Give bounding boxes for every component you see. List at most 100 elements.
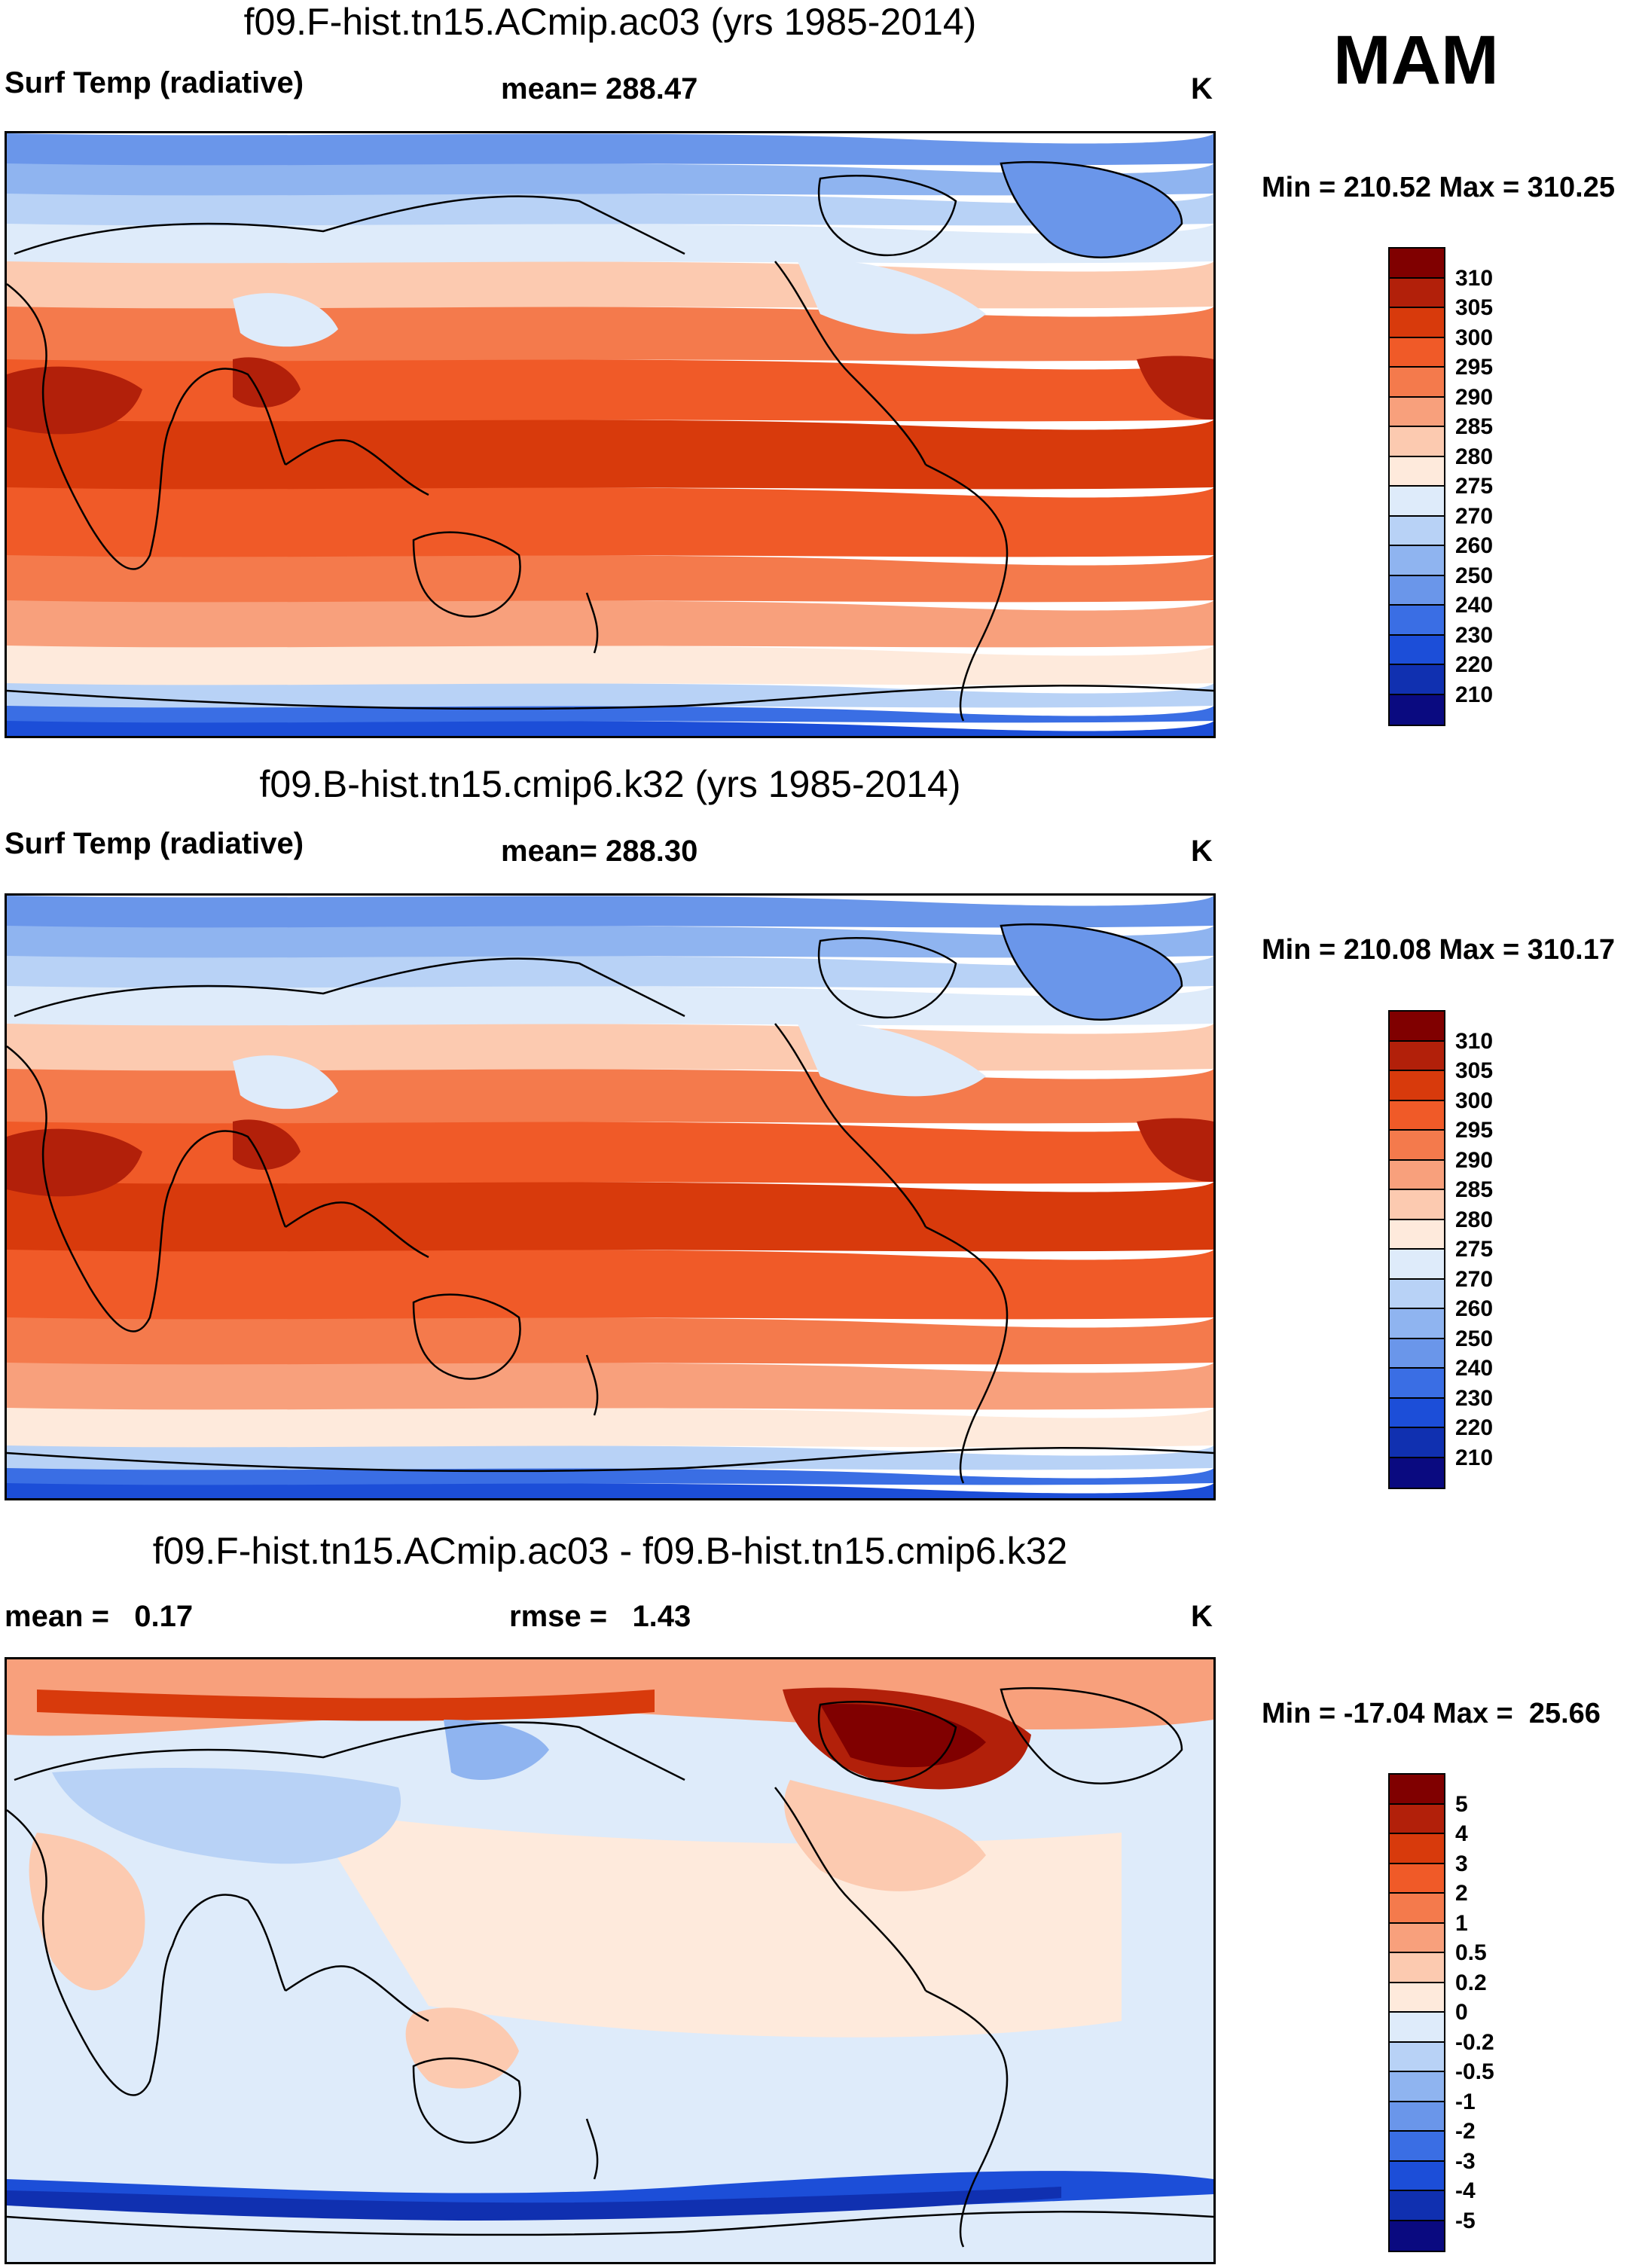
colorbar-tick-label: 1 bbox=[1455, 1910, 1468, 1936]
colorbar-swatch bbox=[1390, 427, 1444, 457]
colorbar-tick-label: 220 bbox=[1455, 1415, 1494, 1440]
greenland-cold bbox=[1001, 924, 1182, 1020]
temperature-band bbox=[7, 1122, 1213, 1192]
colorbar-tick-label: -3 bbox=[1455, 2148, 1476, 2174]
colorbar-tick-label: 280 bbox=[1455, 444, 1494, 469]
colorbar-swatch bbox=[1390, 546, 1444, 576]
colorbar-swatch bbox=[1390, 487, 1444, 517]
colorbar-tick-label: -4 bbox=[1455, 2178, 1476, 2203]
colorbar-swatch bbox=[1390, 2132, 1444, 2162]
west-africa-hot bbox=[1137, 1118, 1213, 1182]
panel1-map-svg bbox=[7, 133, 1213, 736]
colorbar-tick-label: 0 bbox=[1455, 2000, 1468, 2025]
colorbar-swatch bbox=[1390, 665, 1444, 695]
temperature-band bbox=[7, 896, 1213, 936]
coastline bbox=[1000, 160, 1183, 258]
panel2-title: f09.B-hist.tn15.cmip6.k32 (yrs 1985-2014… bbox=[259, 763, 961, 805]
colorbar-swatch bbox=[1390, 1250, 1444, 1280]
temperature-band bbox=[7, 721, 1213, 736]
panel3-title: f09.F-hist.tn15.ACmip.ac03 - f09.B-hist.… bbox=[152, 1530, 1068, 1572]
colorbar-tick-label: 210 bbox=[1455, 682, 1494, 707]
colorbar-swatch bbox=[1390, 1983, 1444, 2013]
temperature-band bbox=[7, 133, 1213, 174]
coastline bbox=[925, 1226, 1009, 1484]
panel2-map-svg bbox=[7, 896, 1213, 1498]
colorbar-tick-label: 310 bbox=[1455, 265, 1494, 291]
panel2-minmax: Min = 210.08 Max = 310.17 bbox=[1262, 934, 1615, 966]
temperature-band bbox=[7, 163, 1213, 204]
panel1-minmax: Min = 210.52 Max = 310.25 bbox=[1262, 172, 1615, 203]
colorbar-swatch bbox=[1390, 337, 1444, 368]
colorbar-swatch bbox=[1390, 635, 1444, 665]
colorbar-swatch bbox=[1390, 397, 1444, 427]
tibet-cold bbox=[233, 1055, 338, 1110]
colorbar-tick-label: 230 bbox=[1455, 1385, 1494, 1411]
coastline bbox=[1000, 1687, 1183, 1784]
panel3-coastlines bbox=[7, 1687, 1213, 2248]
colorbar-tick-label: 250 bbox=[1455, 1326, 1494, 1351]
colorbar-swatch bbox=[1390, 1131, 1444, 1161]
colorbar-swatch bbox=[1390, 1775, 1444, 1805]
panel1-colorbar bbox=[1388, 247, 1445, 726]
north-america-cool bbox=[798, 1022, 986, 1097]
panel3-colorbar bbox=[1388, 1773, 1445, 2252]
coastline bbox=[285, 1965, 429, 2022]
panel3-map bbox=[5, 1657, 1216, 2264]
colorbar-swatch bbox=[1390, 2072, 1444, 2102]
coastline bbox=[585, 592, 599, 654]
colorbar-swatch bbox=[1390, 1923, 1444, 1953]
colorbar-tick-label: 305 bbox=[1455, 1058, 1494, 1083]
panel3-map-svg bbox=[7, 1659, 1213, 2262]
colorbar-tick-label: 3 bbox=[1455, 1851, 1468, 1876]
colorbar-tick-label: 295 bbox=[1455, 1118, 1494, 1143]
coastline bbox=[585, 1354, 599, 1416]
colorbar-tick-label: -0.5 bbox=[1455, 2059, 1494, 2084]
colorbar-tick-label: 270 bbox=[1455, 503, 1494, 529]
coastline bbox=[14, 195, 685, 255]
panel2-map bbox=[5, 893, 1216, 1500]
coastline bbox=[412, 1293, 521, 1380]
temperature-band bbox=[7, 224, 1213, 272]
temperature-band bbox=[7, 956, 1213, 997]
colorbar-swatch bbox=[1390, 516, 1444, 546]
colorbar-swatch bbox=[1390, 2013, 1444, 2043]
sahara-hot bbox=[7, 1128, 142, 1197]
colorbar-swatch bbox=[1390, 1309, 1444, 1339]
coastline bbox=[412, 2057, 521, 2144]
panel1-map bbox=[5, 131, 1216, 738]
colorbar-swatch bbox=[1390, 456, 1444, 487]
colorbar-tick-label: 260 bbox=[1455, 533, 1494, 558]
colorbar-swatch bbox=[1390, 1012, 1444, 1042]
coastline bbox=[585, 2118, 599, 2180]
greenland-cold bbox=[1001, 162, 1182, 258]
panel3-minmax: Min = -17.04 Max = 25.66 bbox=[1262, 1698, 1601, 1729]
colorbar-tick-label: 230 bbox=[1455, 622, 1494, 648]
coastline bbox=[7, 1447, 1213, 1473]
colorbar-tick-label: -1 bbox=[1455, 2089, 1476, 2114]
north-america-cool bbox=[798, 260, 986, 334]
colorbar-swatch bbox=[1390, 1279, 1444, 1309]
colorbar-tick-label: 220 bbox=[1455, 652, 1494, 677]
colorbar-swatch bbox=[1390, 2102, 1444, 2132]
temperature-band bbox=[7, 1483, 1213, 1498]
colorbar-swatch bbox=[1390, 1458, 1444, 1488]
colorbar-tick-label: 5 bbox=[1455, 1791, 1468, 1817]
temperature-band bbox=[7, 600, 1213, 656]
colorbar-swatch bbox=[1390, 1339, 1444, 1369]
colorbar-tick-label: 290 bbox=[1455, 1147, 1494, 1173]
coastline bbox=[285, 1201, 429, 1259]
coastline bbox=[412, 531, 521, 618]
colorbar-swatch bbox=[1390, 694, 1444, 725]
colorbar-tick-label: 2 bbox=[1455, 1881, 1468, 1906]
coastline bbox=[7, 1809, 287, 2096]
colorbar-swatch bbox=[1390, 575, 1444, 606]
colorbar-tick-label: 305 bbox=[1455, 295, 1494, 320]
panel1-coastlines bbox=[7, 160, 1213, 722]
colorbar-swatch bbox=[1390, 1428, 1444, 1458]
panel2-colorbar bbox=[1388, 1010, 1445, 1489]
colorbar-swatch bbox=[1390, 1834, 1444, 1864]
coastline bbox=[817, 175, 957, 257]
colorbar-swatch bbox=[1390, 1100, 1444, 1131]
coastline bbox=[7, 283, 287, 570]
panel1-units: K bbox=[1191, 72, 1213, 105]
